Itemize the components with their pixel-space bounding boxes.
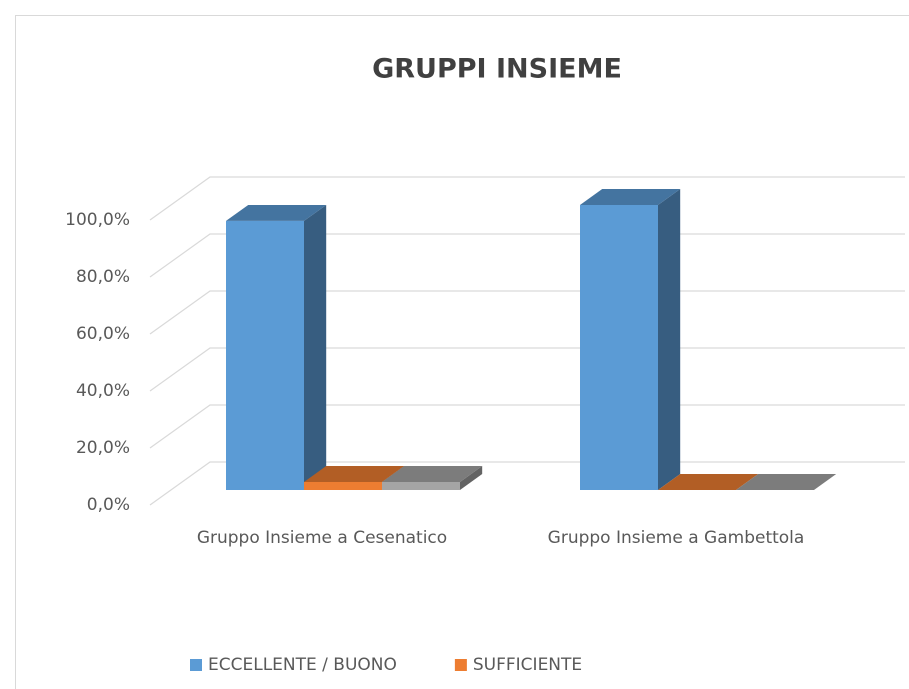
bar: [736, 474, 837, 490]
x-tick-label: Gruppo Insieme a Cesenatico: [197, 528, 447, 548]
bar-front: [226, 220, 304, 490]
y-tick-label: 80,0%: [76, 267, 130, 287]
bar-side: [460, 466, 483, 490]
bar-top: [580, 189, 681, 205]
bar: [658, 474, 759, 490]
bar: [382, 466, 483, 490]
chart-frame: [15, 15, 909, 689]
y-tick-label: 100,0%: [65, 210, 130, 230]
bar-top: [658, 474, 759, 490]
bar-top: [304, 466, 405, 482]
y-tick-label: 0,0%: [87, 495, 130, 515]
legend-swatch: [190, 659, 202, 671]
y-tick-label: 60,0%: [76, 324, 130, 344]
bar: [226, 205, 327, 490]
legend-swatch: [454, 659, 467, 671]
chart-title: GRUPPI INSIEME: [372, 54, 622, 85]
y-tick-label: 40,0%: [76, 381, 130, 401]
legend-label: SUFFICIENTE: [473, 655, 582, 675]
bar-top: [226, 205, 327, 221]
bar-front: [304, 481, 382, 490]
bar-side: [304, 205, 327, 490]
bar-top: [382, 466, 483, 482]
bar-front: [382, 481, 460, 490]
legend-label: ECCELLENTE / BUONO: [208, 655, 397, 675]
bar-top: [736, 474, 837, 490]
bar-side: [658, 189, 681, 490]
bar-front: [580, 204, 658, 490]
grid-line: [149, 176, 905, 221]
y-tick-label: 20,0%: [76, 438, 130, 458]
bar: [580, 189, 681, 490]
x-tick-label: Gruppo Insieme a Gambettola: [548, 528, 805, 548]
